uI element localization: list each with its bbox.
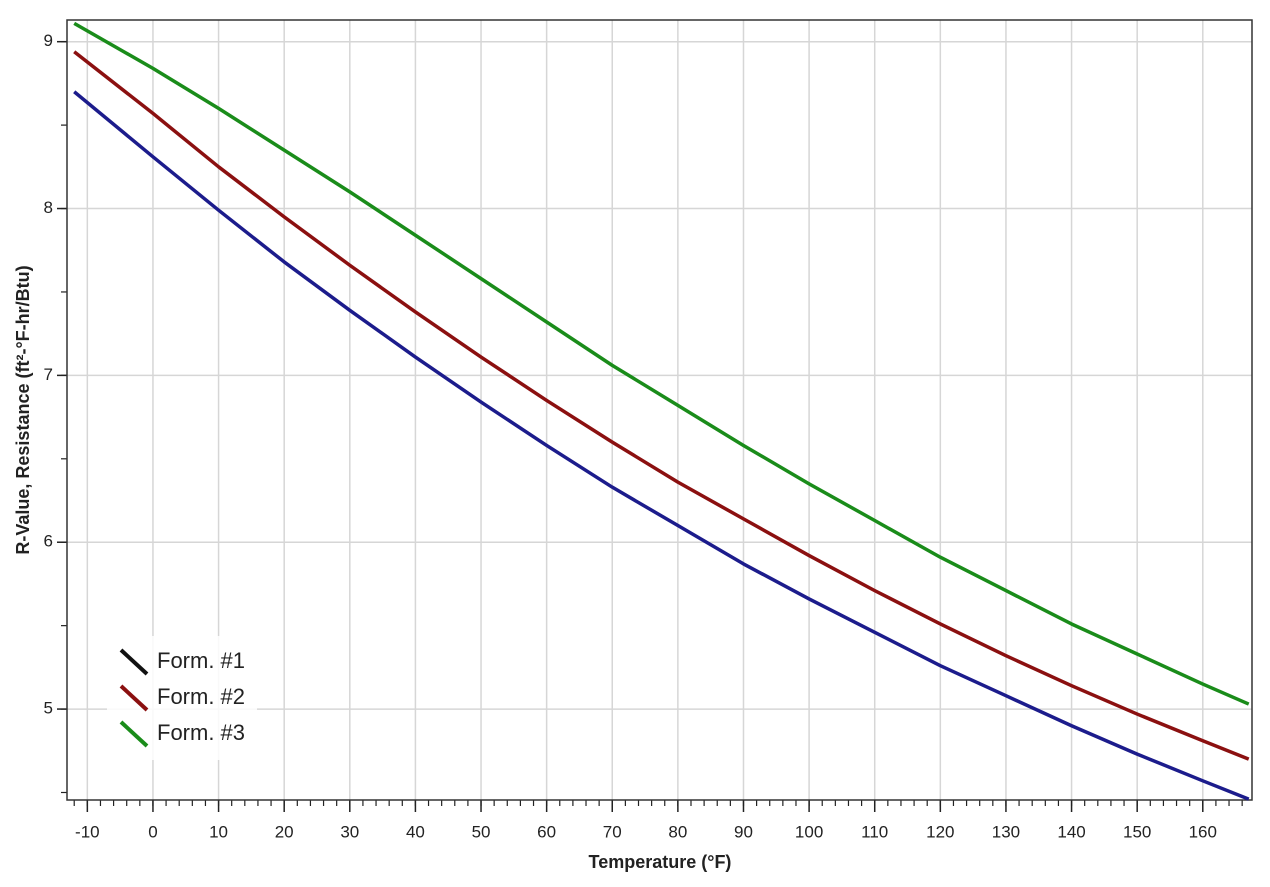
x-tick-label: 70: [603, 822, 622, 841]
legend-swatch: [119, 684, 149, 712]
plot-frame: [66, 19, 1253, 801]
y-tick-label: 6: [44, 532, 53, 551]
x-tick-label: -10: [75, 822, 100, 841]
x-tick-label: 10: [209, 822, 228, 841]
series-line: [73, 21, 1250, 706]
x-tick-label: 20: [275, 822, 294, 841]
x-tick-label: 100: [795, 822, 823, 841]
x-tick-label: 120: [926, 822, 954, 841]
x-tick-label: 160: [1189, 822, 1217, 841]
x-tick-label: 0: [148, 822, 157, 841]
x-tick-label: 110: [861, 822, 888, 841]
legend-swatch: [119, 720, 149, 748]
x-axis-label: Temperature (°F): [589, 852, 732, 872]
y-tick-label: 9: [44, 31, 53, 50]
y-tick-label: 7: [44, 365, 53, 384]
series-line: [73, 90, 1250, 801]
x-tick-label: 140: [1057, 822, 1085, 841]
legend: Form. #1 Form. #2 Form. #3: [107, 636, 257, 760]
x-tick-label: 150: [1123, 822, 1151, 841]
x-tick-label: 30: [340, 822, 359, 841]
x-tick-label: 60: [537, 822, 556, 841]
x-tick-label: 130: [992, 822, 1020, 841]
y-axis-label: R-Value, Resistance (ft²-°F-hr/Btu): [13, 265, 33, 554]
x-tick-label: 40: [406, 822, 425, 841]
x-tick-label: 50: [472, 822, 491, 841]
legend-label: Form. #3: [157, 720, 245, 745]
legend-label: Form. #1: [157, 648, 245, 673]
y-tick-label: 5: [44, 699, 53, 718]
legend-label: Form. #2: [157, 684, 245, 709]
series-line: [73, 50, 1250, 761]
legend-swatch: [119, 648, 149, 676]
x-tick-label: 80: [668, 822, 687, 841]
x-tick-label: 90: [734, 822, 753, 841]
y-tick-label: 8: [44, 198, 53, 217]
